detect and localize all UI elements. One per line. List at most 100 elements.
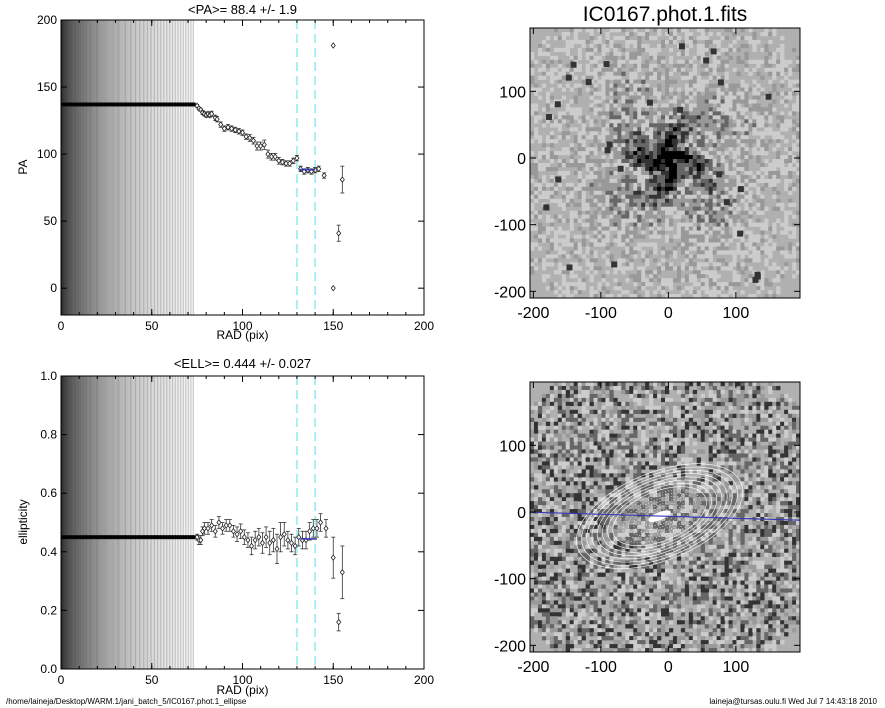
- image-pixel: [641, 131, 646, 136]
- image-pixel: [760, 246, 765, 251]
- image-pixel: [545, 286, 551, 291]
- image-pixel: [661, 186, 666, 192]
- image-pixel: [637, 103, 642, 108]
- ell-inner-fill: [61, 376, 197, 669]
- image-pixel: [736, 214, 741, 219]
- image-pixel: [680, 103, 686, 108]
- image-pixel: [661, 143, 666, 148]
- image-pixel: [752, 413, 757, 419]
- image-pixel: [533, 441, 539, 446]
- image-pixel: [649, 230, 654, 235]
- image-pixel: [621, 139, 626, 144]
- image-pixel: [712, 135, 717, 140]
- image-pixel: [716, 266, 721, 271]
- image-pixel: [625, 194, 630, 200]
- flat-value-point: [114, 534, 118, 540]
- image-pixel: [768, 107, 773, 112]
- image-pixel: [712, 445, 717, 450]
- image-pixel: [776, 143, 781, 148]
- flat-value-point: [96, 102, 100, 107]
- image-pixel: [764, 59, 769, 65]
- image-pixel: [740, 465, 745, 470]
- image-pixel: [645, 441, 650, 446]
- image-pixel: [716, 182, 721, 188]
- image-pixel: [700, 282, 706, 287]
- image-pixel: [736, 99, 741, 104]
- flat-value-point: [109, 534, 113, 540]
- image-pixel: [672, 405, 678, 411]
- image-pixel: [629, 95, 634, 100]
- image-pixel: [601, 382, 606, 387]
- image-pixel: [684, 95, 690, 100]
- image-pixel: [736, 103, 741, 108]
- image-pixel: [676, 194, 682, 200]
- y-tick-label: 0.8: [40, 428, 57, 442]
- image-pixel: [533, 242, 539, 247]
- image-pixel: [760, 123, 765, 128]
- image-pixel: [637, 393, 642, 399]
- image-pixel: [724, 230, 729, 235]
- image-pixel: [641, 159, 646, 164]
- image-pixel: [740, 238, 745, 243]
- image-pixel: [704, 246, 709, 251]
- image-pixel: [549, 282, 555, 287]
- image-pixel: [605, 385, 610, 391]
- image-pixel: [617, 441, 622, 446]
- image-pixel: [704, 119, 709, 124]
- image-pixel: [629, 417, 634, 423]
- image-pixel: [609, 139, 614, 144]
- image-pixel: [565, 123, 571, 128]
- image-pixel: [565, 270, 571, 275]
- image-pixel: [613, 421, 618, 426]
- image-pixel: [668, 131, 674, 136]
- image-pixel: [780, 246, 785, 251]
- image-pixel: [672, 31, 678, 37]
- image-pixel: [653, 91, 658, 96]
- image-pixel: [720, 75, 725, 80]
- image-pixel: [708, 91, 713, 96]
- image-pixel: [641, 226, 646, 231]
- image-pixel: [605, 139, 610, 144]
- image-pixel: [760, 135, 765, 140]
- image-pixel: [649, 63, 654, 69]
- image-pixel: [748, 99, 753, 104]
- image-pixel: [688, 238, 694, 243]
- image-pixel: [724, 397, 729, 403]
- image-pixel: [680, 28, 686, 33]
- image-pixel: [752, 67, 757, 72]
- image-pixel: [748, 155, 753, 160]
- image-pixel: [728, 262, 733, 267]
- image-pixel: [700, 382, 706, 387]
- image-pixel: [653, 409, 658, 415]
- image-pixel: [716, 202, 721, 207]
- image-pixel: [676, 278, 682, 283]
- image-pixel: [625, 234, 630, 239]
- image-pixel: [530, 55, 535, 61]
- image-pixel: [629, 445, 634, 450]
- image-pixel: [649, 174, 654, 180]
- image-pixel: [577, 433, 582, 438]
- data-point: [247, 134, 253, 142]
- image-pixel: [661, 202, 666, 207]
- image-pixel: [752, 270, 757, 275]
- image-pixel: [772, 385, 777, 391]
- image-pixel: [641, 270, 646, 275]
- image-pixel: [557, 457, 563, 462]
- image-pixel: [696, 290, 702, 295]
- image-pixel: [788, 151, 793, 156]
- image-pixel: [629, 31, 634, 37]
- image-pixel: [708, 190, 713, 196]
- image-pixel: [704, 202, 709, 207]
- image-pixel: [625, 214, 630, 219]
- image-pixel: [649, 437, 654, 442]
- image-pixel: [700, 461, 706, 466]
- image-pixel: [605, 262, 610, 267]
- image-pixel: [772, 242, 777, 247]
- image-pixel: [740, 385, 745, 391]
- image-pixel: [581, 178, 586, 184]
- image-pixel: [565, 294, 571, 298]
- image-pixel: [780, 206, 785, 211]
- image-pixel: [684, 254, 690, 259]
- image-pixel: [728, 139, 733, 144]
- flat-value-point: [68, 102, 72, 107]
